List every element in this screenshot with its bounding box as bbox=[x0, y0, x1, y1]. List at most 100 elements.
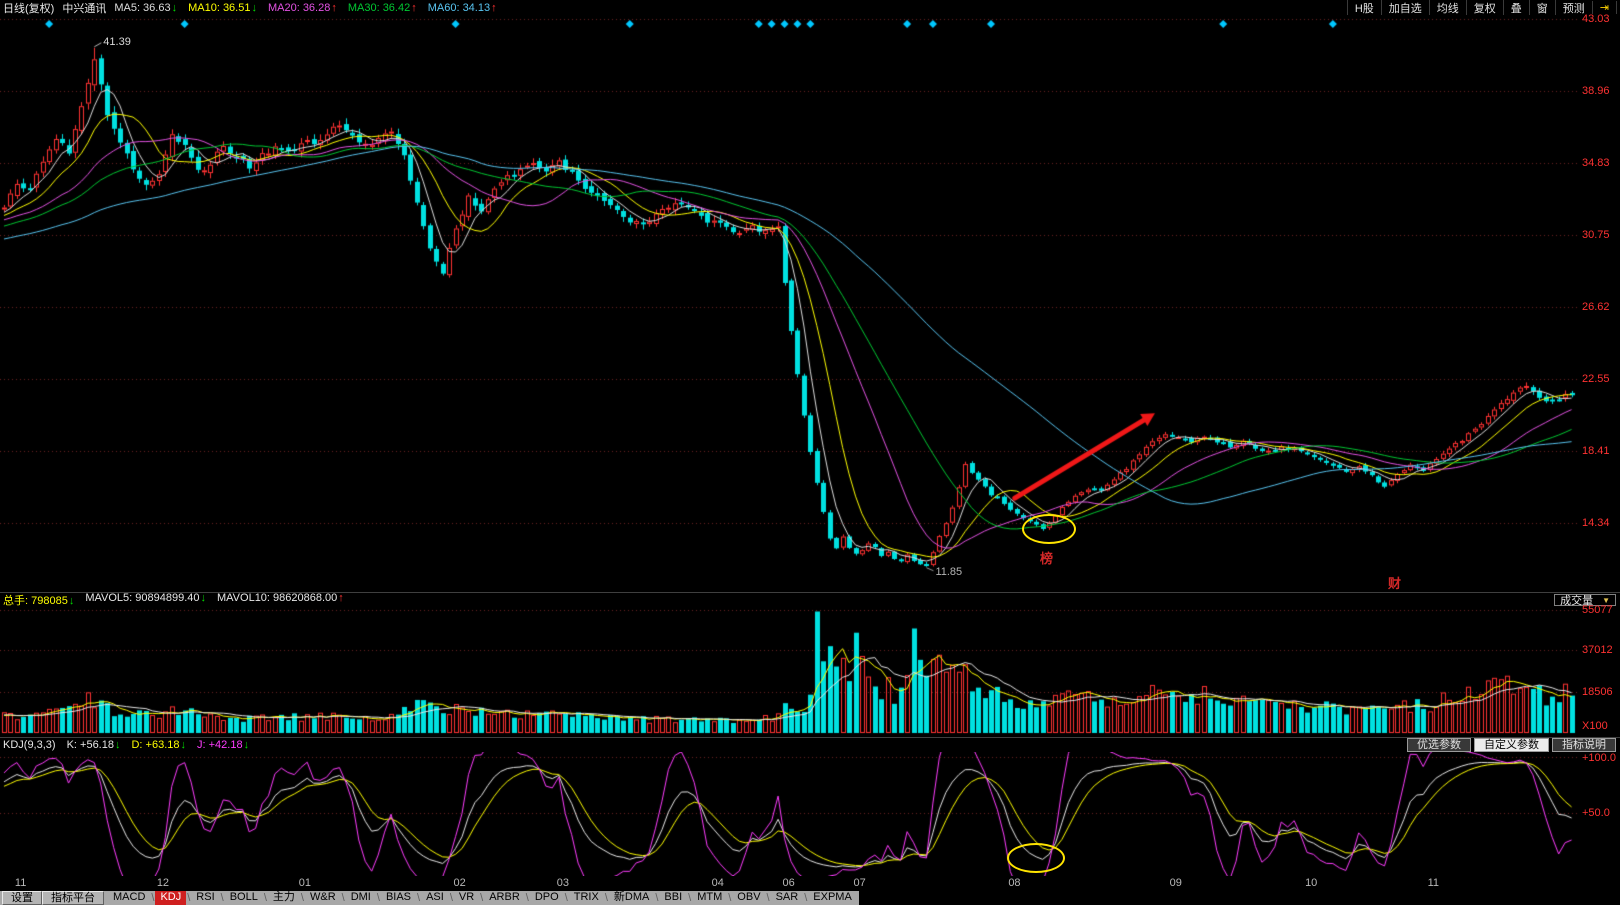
volume-type-label: 成交量 bbox=[1560, 595, 1594, 607]
tab-bias[interactable]: BIAS bbox=[385, 891, 412, 903]
top-right-buttons: H股 加自选 均线 复权叠窗预测 bbox=[1346, 0, 1592, 16]
tab-separator: \ bbox=[564, 892, 568, 904]
top-button[interactable]: 均线 bbox=[1428, 0, 1466, 16]
tab-dmi[interactable]: DMI bbox=[350, 891, 371, 903]
down-arrow-icon: ↓ bbox=[243, 739, 250, 751]
kdj-header-items: K: +56.18↓ D: +63.18↓ J: +42.18↓ bbox=[67, 739, 261, 751]
kdj-param-button[interactable]: 指标说明 bbox=[1552, 738, 1616, 752]
tab-separator: \ bbox=[655, 892, 659, 904]
down-arrow-icon: ↓ bbox=[68, 594, 75, 607]
month-label: 02 bbox=[453, 877, 466, 889]
volume-type-dropdown[interactable]: 成交量 ▼ bbox=[1554, 594, 1616, 607]
tab-kdj[interactable]: KDJ bbox=[155, 891, 187, 905]
up-arrow-icon: ↑ bbox=[491, 1, 497, 14]
ma-readout: MA5: 36.63↓ bbox=[114, 1, 178, 14]
tab-w&r[interactable]: W&R bbox=[309, 891, 336, 903]
tab-新dma[interactable]: 新DMA bbox=[613, 891, 650, 903]
kdj-indicator-label: KDJ(9,3,3) bbox=[3, 739, 56, 751]
month-label: 03 bbox=[556, 877, 570, 889]
tab-separator: \ bbox=[449, 892, 453, 904]
month-label: 07 bbox=[853, 877, 866, 889]
kdj-readout: J: +42.18↓ bbox=[197, 739, 250, 751]
tab-bbi[interactable]: BBI bbox=[664, 891, 683, 903]
price-axis-label: 26.62 bbox=[1582, 301, 1610, 313]
top-bar: 日线(复权) 中兴通讯 MA5: 36.63↓ MA10: 36.51↓ MA20:… bbox=[0, 0, 1620, 16]
tab-rsi[interactable]: RSI bbox=[196, 891, 215, 903]
tab-sar[interactable]: SAR bbox=[775, 891, 799, 903]
tab-arbr[interactable]: ARBR bbox=[489, 891, 520, 903]
tab-expma[interactable]: EXPMA bbox=[813, 891, 852, 903]
top-button[interactable]: 叠 bbox=[1502, 0, 1529, 16]
volume-readout: MAVOL10: 98620868.00↑ bbox=[217, 591, 344, 604]
period-label: 日线(复权) bbox=[3, 2, 55, 15]
stock-name: 中兴通讯 bbox=[62, 2, 107, 15]
month-label: 08 bbox=[1008, 877, 1021, 889]
main-price-canvas[interactable] bbox=[0, 15, 1620, 592]
volume-canvas[interactable] bbox=[0, 606, 1620, 737]
tab-vr[interactable]: VR bbox=[458, 891, 475, 903]
kdj-param-button[interactable]: 优选参数 bbox=[1407, 738, 1471, 752]
ma-readout: MA60: 34.13↑ bbox=[427, 1, 497, 14]
down-arrow-icon: ↓ bbox=[171, 1, 178, 14]
system-button[interactable]: 指标平台 bbox=[42, 891, 104, 905]
ma-readout: MA20: 36.28↑ bbox=[267, 1, 337, 14]
kdj-pane: +100.0 +50.0 bbox=[0, 752, 1620, 876]
month-row: 11 12 01 02 03 04 06 07 08 09 10 11 bbox=[0, 876, 1620, 891]
collapse-panel-icon[interactable]: ⇥ bbox=[1591, 1, 1617, 14]
tab-asi[interactable]: ASI bbox=[426, 891, 444, 903]
bottom-tab-bar: 设置 指标平台 MACD \ KDJ \ RSI \ BOLL \ 主力 \ W&R \ DMI \ BIAS… bbox=[0, 891, 1620, 905]
kdj-axis-label: +100.0 bbox=[1582, 752, 1616, 764]
month-label: 10 bbox=[1305, 877, 1318, 889]
top-button[interactable]: 预测 bbox=[1554, 0, 1592, 16]
down-arrow-icon: ↓ bbox=[251, 1, 257, 14]
tab-separator: \ bbox=[187, 892, 191, 904]
volume-axis-label: 37012 bbox=[1582, 644, 1613, 657]
kdj-axis-label: +50.0 bbox=[1582, 807, 1610, 819]
top-button[interactable]: H股 bbox=[1346, 0, 1381, 16]
chevron-down-icon: ▼ bbox=[1602, 595, 1610, 605]
tab-trix[interactable]: TRIX bbox=[573, 891, 599, 903]
price-axis-label: 14.34 bbox=[1582, 517, 1610, 529]
down-arrow-icon: ↓ bbox=[180, 739, 187, 751]
system-button[interactable]: 设置 bbox=[2, 891, 42, 905]
top-button[interactable]: 加自选 bbox=[1380, 0, 1429, 16]
tab-separator: \ bbox=[341, 892, 345, 904]
watermark-char: 榜 bbox=[1040, 551, 1054, 566]
ma-readout: MA30: 36.42↑ bbox=[347, 1, 417, 14]
kdj-indicator-canvas[interactable] bbox=[0, 752, 1620, 876]
volume-axis-label: 18506 bbox=[1582, 685, 1613, 698]
tab-separator: \ bbox=[604, 892, 608, 904]
volume-axis-label: 55077 bbox=[1582, 604, 1613, 616]
tab-boll[interactable]: BOLL bbox=[229, 891, 258, 903]
tab-separator: \ bbox=[263, 892, 267, 904]
price-axis-label: 18.41 bbox=[1582, 445, 1610, 457]
down-arrow-icon: ↓ bbox=[200, 591, 207, 604]
tab-macd[interactable]: MACD bbox=[113, 891, 146, 903]
month-label: 04 bbox=[711, 877, 724, 889]
top-button[interactable]: 窗 bbox=[1528, 0, 1555, 16]
tab-obv[interactable]: OBV bbox=[737, 891, 761, 903]
tab-主力[interactable]: 主力 bbox=[272, 891, 295, 903]
top-button[interactable]: 复权 bbox=[1465, 0, 1503, 16]
ma-readout: MA10: 36.51↓ bbox=[188, 1, 257, 14]
price-low-annotation: 11.85 bbox=[935, 565, 963, 578]
kdj-readout: D: +63.18↓ bbox=[131, 739, 186, 751]
tab-strip: MACD \ KDJ \ RSI \ BOLL \ 主力 \ W&R \ DMI \ BIAS \ ASI \ VR… bbox=[106, 891, 859, 905]
tab-dpo[interactable]: DPO bbox=[534, 891, 559, 903]
month-label: 06 bbox=[782, 877, 795, 889]
month-label: 09 bbox=[1169, 877, 1182, 889]
main-chart-pane: 43.03 38.96 34.83 30.75 26.62 22.55 18.41 14.34… bbox=[0, 13, 1620, 592]
kdj-param-button[interactable]: 自定义参数 bbox=[1474, 738, 1549, 752]
price-axis-label: 43.03 bbox=[1582, 13, 1610, 25]
month-label: 01 bbox=[298, 877, 311, 889]
up-arrow-icon: ↑ bbox=[411, 1, 417, 14]
volume-pane: 55077 37012 18506 X100 bbox=[0, 604, 1620, 737]
kdj-buttons: 优选参数 自定义参数 指标说明 bbox=[1404, 738, 1616, 752]
tab-separator: \ bbox=[151, 892, 155, 904]
tab-separator: \ bbox=[766, 892, 770, 904]
kdj-readout: K: +56.18↓ bbox=[66, 739, 121, 751]
tab-mtm[interactable]: MTM bbox=[697, 891, 723, 903]
tab-separator: \ bbox=[220, 892, 224, 904]
price-high-annotation: 41.39 bbox=[103, 35, 131, 48]
tab-separator: \ bbox=[728, 892, 732, 904]
